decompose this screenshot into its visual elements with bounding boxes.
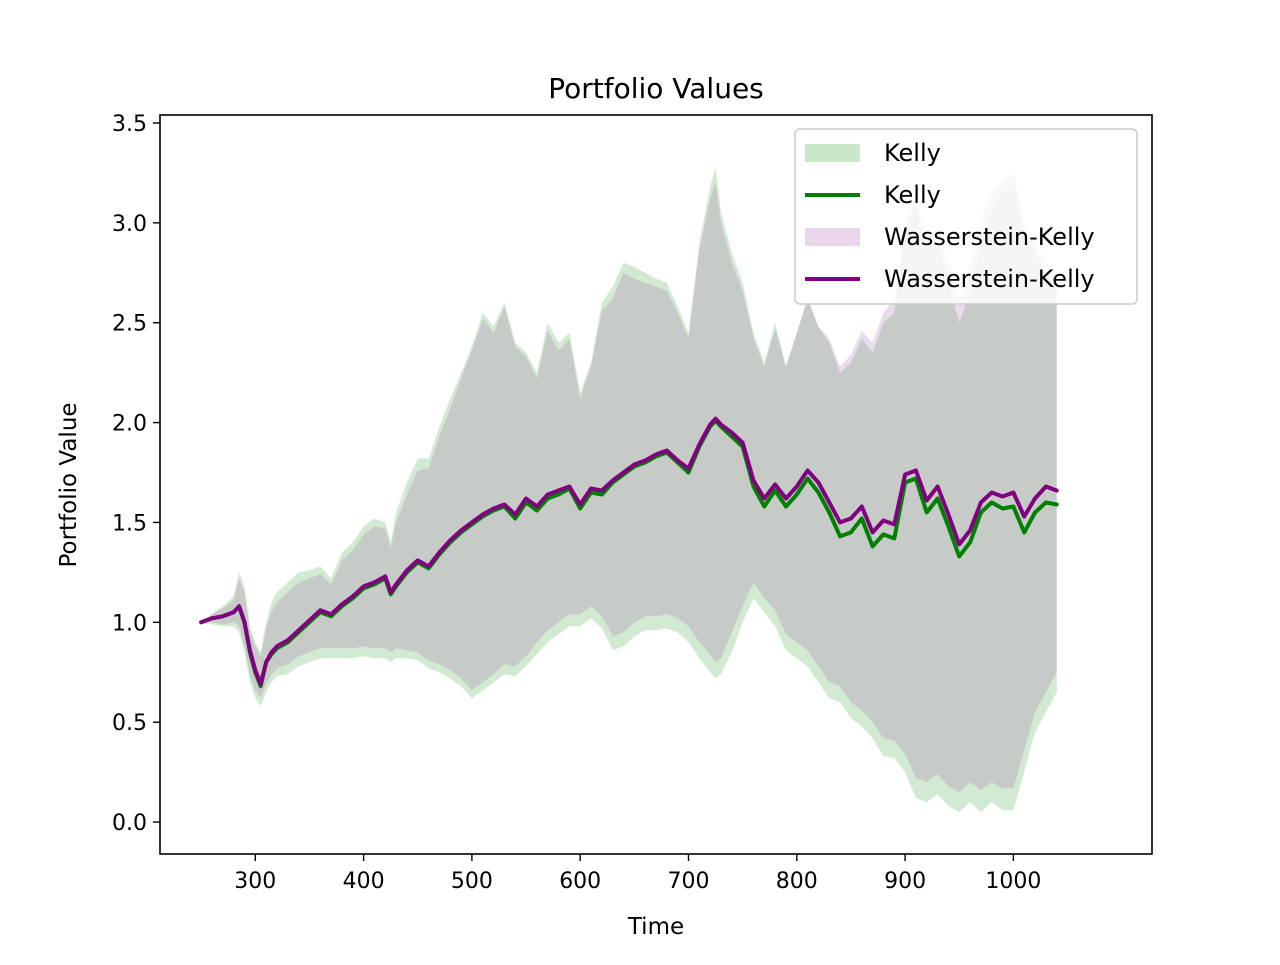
y-tick-label: 3.5 <box>112 112 147 137</box>
series-line-wasserstein-kelly <box>199 416 1059 687</box>
y-tick-label: 0.5 <box>112 711 147 736</box>
x-tick-label: 800 <box>776 869 818 894</box>
axes-frame <box>159 114 1153 855</box>
y-tick-label: 2.0 <box>112 412 147 437</box>
x-axis-label: Time <box>627 914 684 940</box>
x-tick-label: 300 <box>234 869 276 894</box>
y-tick-label: 1.0 <box>112 611 147 636</box>
legend-label-kelly-band: Kelly <box>884 139 941 167</box>
legend-label-kelly-line: Kelly <box>884 181 941 209</box>
y-tick-label: 0.0 <box>112 811 147 836</box>
chart-title: Portfolio Values <box>548 72 764 105</box>
legend-swatch-wk-band <box>805 228 860 246</box>
y-axis-ticks: 0.0 0.5 1.0 1.5 2.0 2.5 3.0 3.5 <box>112 112 160 836</box>
x-tick-label: 700 <box>667 869 709 894</box>
legend: Kelly Kelly Wasserstein-Kelly Wasserstei… <box>794 128 1138 305</box>
legend-box <box>794 128 1138 305</box>
confidence-band-wasserstein-kelly <box>201 172 1057 793</box>
x-tick-label: 400 <box>343 869 385 894</box>
y-tick-label: 3.0 <box>112 212 147 237</box>
y-axis-label: Portfolio Value <box>56 402 82 567</box>
x-tick-label: 600 <box>559 869 601 894</box>
legend-label-wk-band: Wasserstein-Kelly <box>884 223 1095 251</box>
x-tick-label: 900 <box>884 869 926 894</box>
legend-label-wk-line: Wasserstein-Kelly <box>884 265 1095 293</box>
plot-area <box>199 166 1059 813</box>
y-tick-label: 1.5 <box>112 511 147 536</box>
y-tick-label: 2.5 <box>112 312 147 337</box>
x-tick-label: 500 <box>451 869 493 894</box>
legend-swatch-kelly-band <box>805 144 860 162</box>
x-axis-ticks: 300 400 500 600 700 800 900 1000 <box>234 854 1041 894</box>
confidence-band-kelly <box>201 166 1057 813</box>
x-tick-label: 1000 <box>985 869 1041 894</box>
